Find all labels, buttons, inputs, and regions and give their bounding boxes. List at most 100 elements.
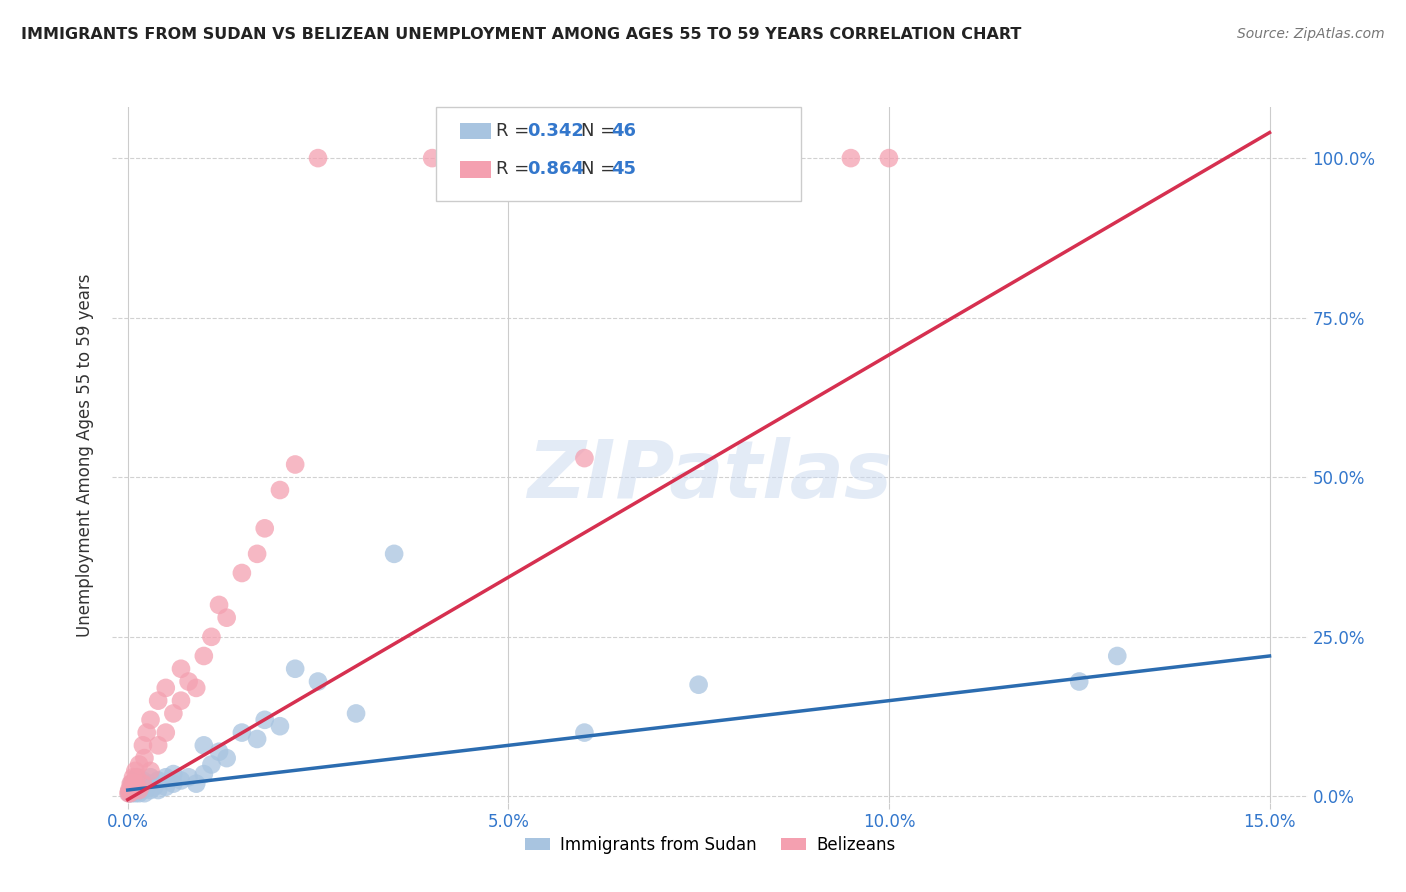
Point	[125, 770, 148, 784]
Text: 0.864: 0.864	[527, 161, 585, 178]
Point	[117, 786, 139, 800]
Point	[344, 706, 367, 721]
Text: N =: N =	[581, 122, 620, 140]
Point	[121, 786, 143, 800]
Point	[120, 777, 142, 791]
Point	[650, 151, 672, 165]
Y-axis label: Unemployment Among Ages 55 to 59 years: Unemployment Among Ages 55 to 59 years	[76, 273, 94, 637]
Point	[1107, 648, 1129, 663]
Point	[269, 483, 291, 497]
Point	[118, 786, 141, 800]
Point	[124, 786, 146, 800]
Point	[146, 739, 169, 753]
Point	[162, 767, 184, 781]
Point	[139, 713, 162, 727]
Point	[128, 780, 150, 794]
Point	[134, 786, 156, 800]
Point	[138, 777, 160, 791]
Point	[162, 706, 184, 721]
Point	[124, 764, 146, 778]
Point	[121, 783, 143, 797]
Point	[134, 751, 156, 765]
Point	[162, 777, 184, 791]
Legend: Immigrants from Sudan, Belizeans: Immigrants from Sudan, Belizeans	[517, 830, 903, 861]
Point	[253, 521, 276, 535]
Point	[118, 783, 141, 797]
Point	[688, 678, 710, 692]
Point	[284, 458, 307, 472]
Point	[135, 725, 157, 739]
Point	[193, 767, 215, 781]
Point	[132, 777, 155, 791]
Point	[498, 151, 520, 165]
Text: Source: ZipAtlas.com: Source: ZipAtlas.com	[1237, 27, 1385, 41]
Point	[139, 764, 162, 778]
Point	[284, 662, 307, 676]
Point	[231, 566, 253, 580]
Point	[125, 783, 148, 797]
Point	[269, 719, 291, 733]
Point	[155, 770, 177, 784]
Point	[128, 783, 150, 797]
Point	[122, 770, 145, 784]
Point	[246, 731, 269, 746]
Point	[246, 547, 269, 561]
Point	[231, 725, 253, 739]
Point	[536, 151, 558, 165]
Point	[177, 674, 200, 689]
Point	[208, 598, 231, 612]
Point	[146, 783, 169, 797]
Point	[193, 648, 215, 663]
Point	[208, 745, 231, 759]
Point	[143, 780, 166, 794]
Point	[574, 451, 596, 466]
Point	[121, 777, 143, 791]
Point	[132, 739, 155, 753]
Point	[131, 777, 153, 791]
Point	[122, 780, 145, 794]
Point	[307, 674, 329, 689]
Point	[307, 151, 329, 165]
Point	[125, 770, 148, 784]
Text: R =: R =	[496, 122, 536, 140]
Point	[253, 713, 276, 727]
Point	[170, 662, 193, 676]
Point	[382, 547, 405, 561]
Point	[215, 751, 238, 765]
Point	[121, 777, 143, 791]
Point	[186, 777, 208, 791]
Point	[1069, 674, 1091, 689]
Point	[124, 777, 146, 791]
Point	[118, 783, 141, 797]
Point	[128, 786, 150, 800]
Text: 0.342: 0.342	[527, 122, 583, 140]
Point	[128, 757, 150, 772]
Text: R =: R =	[496, 161, 536, 178]
Text: 45: 45	[612, 161, 637, 178]
Point	[132, 773, 155, 788]
Text: IMMIGRANTS FROM SUDAN VS BELIZEAN UNEMPLOYMENT AMONG AGES 55 TO 59 YEARS CORRELA: IMMIGRANTS FROM SUDAN VS BELIZEAN UNEMPL…	[21, 27, 1022, 42]
Point	[122, 783, 145, 797]
Point	[155, 780, 177, 794]
Point	[118, 786, 141, 800]
Point	[155, 681, 177, 695]
Text: 46: 46	[612, 122, 637, 140]
Point	[839, 151, 862, 165]
Point	[877, 151, 900, 165]
Point	[574, 725, 596, 739]
Point	[146, 773, 169, 788]
Point	[146, 694, 169, 708]
Text: N =: N =	[581, 161, 620, 178]
Point	[124, 777, 146, 791]
Point	[215, 610, 238, 624]
Point	[420, 151, 443, 165]
Point	[135, 780, 157, 794]
Point	[139, 770, 162, 784]
Point	[186, 681, 208, 695]
Point	[170, 773, 193, 788]
Point	[170, 694, 193, 708]
Point	[177, 770, 200, 784]
Point	[132, 783, 155, 797]
Point	[200, 757, 222, 772]
Text: ZIPatlas: ZIPatlas	[527, 437, 893, 515]
